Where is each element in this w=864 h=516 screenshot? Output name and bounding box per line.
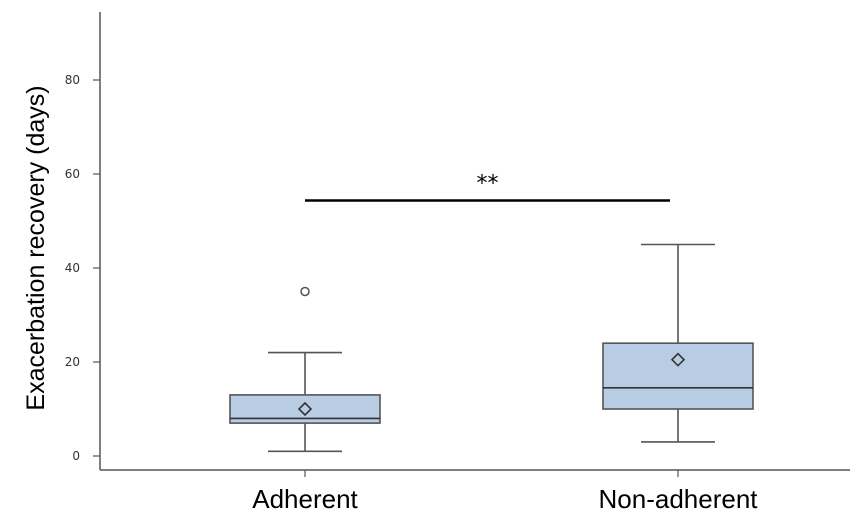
category-label-non-adherent: Non-adherent: [599, 484, 759, 514]
box-series: [229, 243, 754, 453]
y-tick-label-80: 80: [65, 73, 80, 87]
box-non-adherent: [602, 243, 754, 443]
y-axis-ticks: 0 20 40 60 80: [65, 73, 100, 463]
y-axis-title: Exacerbation recovery (days): [22, 85, 50, 410]
mean-marker-adherent: [297, 401, 313, 417]
y-tick-label-60: 60: [65, 167, 80, 181]
y-tick-label-0: 0: [72, 449, 80, 463]
category-label-adherent: Adherent: [252, 484, 358, 514]
significance-label: **: [477, 172, 499, 197]
y-tick-label-40: 40: [65, 261, 80, 275]
mean-marker-non-adherent: [670, 352, 686, 367]
box-adherent: [229, 286, 381, 453]
y-tick-label-20: 20: [65, 355, 80, 369]
outlier-point-adherent-0: [300, 286, 310, 297]
